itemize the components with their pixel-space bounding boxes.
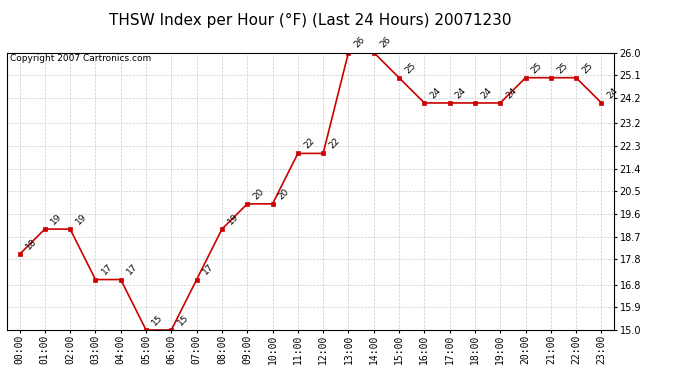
Text: 24: 24 bbox=[606, 86, 620, 100]
Text: 15: 15 bbox=[150, 313, 165, 327]
Text: 19: 19 bbox=[226, 212, 241, 226]
Text: Copyright 2007 Cartronics.com: Copyright 2007 Cartronics.com bbox=[10, 54, 151, 63]
Text: 17: 17 bbox=[125, 262, 139, 277]
Text: 24: 24 bbox=[454, 86, 468, 100]
Text: 19: 19 bbox=[75, 212, 89, 226]
Text: THSW Index per Hour (°F) (Last 24 Hours) 20071230: THSW Index per Hour (°F) (Last 24 Hours)… bbox=[109, 13, 512, 28]
Text: 26: 26 bbox=[378, 35, 393, 50]
Text: 25: 25 bbox=[403, 60, 417, 75]
Text: 22: 22 bbox=[327, 136, 342, 151]
Text: 22: 22 bbox=[302, 136, 316, 151]
Text: 26: 26 bbox=[353, 35, 367, 50]
Text: 19: 19 bbox=[49, 212, 63, 226]
Text: 24: 24 bbox=[428, 86, 443, 100]
Text: 24: 24 bbox=[479, 86, 493, 100]
Text: 17: 17 bbox=[99, 262, 114, 277]
Text: 24: 24 bbox=[504, 86, 519, 100]
Text: 25: 25 bbox=[580, 60, 595, 75]
Text: 25: 25 bbox=[555, 60, 569, 75]
Text: 20: 20 bbox=[251, 187, 266, 201]
Text: 20: 20 bbox=[277, 187, 291, 201]
Text: 18: 18 bbox=[23, 237, 38, 252]
Text: 15: 15 bbox=[175, 313, 190, 327]
Text: 17: 17 bbox=[201, 262, 215, 277]
Text: 25: 25 bbox=[530, 60, 544, 75]
